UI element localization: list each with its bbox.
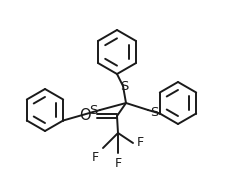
Text: S: S xyxy=(150,106,158,118)
Text: F: F xyxy=(137,136,144,149)
Text: F: F xyxy=(114,157,122,170)
Text: S: S xyxy=(120,80,128,94)
Text: F: F xyxy=(92,151,99,164)
Text: O: O xyxy=(79,108,91,124)
Text: S: S xyxy=(90,104,98,118)
